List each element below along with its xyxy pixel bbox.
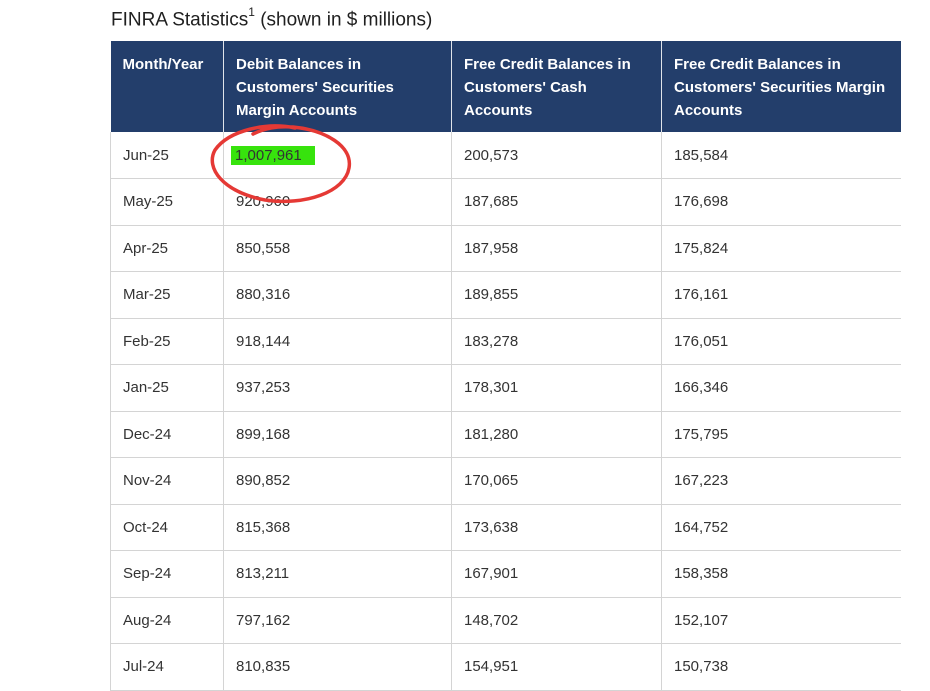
table-row: Dec-24 899,168 181,280 175,795 — [110, 411, 901, 458]
cell-credit-cash: 148,702 — [451, 597, 662, 644]
cell-debit: 937,253 — [223, 364, 452, 412]
cell-credit-cash: 200,573 — [451, 132, 662, 179]
title-suffix: (shown in $ millions) — [254, 9, 433, 31]
header-debit-balances-margin: Debit Balances in Customers' Securities … — [223, 41, 452, 132]
cell-credit-cash: 170,065 — [451, 457, 662, 505]
cell-month: Nov-24 — [110, 457, 224, 505]
cell-month: Apr-25 — [110, 225, 224, 272]
cell-credit-margin: 175,795 — [661, 411, 901, 458]
cell-credit-margin: 166,346 — [661, 364, 901, 412]
table-row: May-25 920,960 187,685 176,698 — [110, 178, 901, 226]
statistics-table-container: Month/Year Debit Balances in Customers' … — [110, 41, 901, 691]
cell-debit: 815,368 — [223, 504, 452, 551]
cell-credit-cash: 167,901 — [451, 550, 662, 598]
cell-month: Dec-24 — [110, 411, 224, 458]
cell-month: Jul-24 — [110, 643, 224, 691]
cell-month: Feb-25 — [110, 318, 224, 365]
cell-credit-cash: 189,855 — [451, 271, 662, 319]
cell-credit-margin: 176,161 — [661, 271, 901, 319]
cell-debit: 850,558 — [223, 225, 452, 272]
cell-debit: 899,168 — [223, 411, 452, 458]
cell-credit-margin: 176,698 — [661, 178, 901, 226]
title-text: FINRA Statistics — [111, 9, 249, 31]
table-row: Jan-25 937,253 178,301 166,346 — [110, 364, 901, 412]
table-row: Apr-25 850,558 187,958 175,824 — [110, 225, 901, 272]
cell-credit-margin: 152,107 — [661, 597, 901, 644]
cell-debit: 918,144 — [223, 318, 452, 365]
header-month-year: Month/Year — [110, 41, 224, 132]
cell-credit-cash: 173,638 — [451, 504, 662, 551]
cell-credit-margin: 175,824 — [661, 225, 901, 272]
table-row: Sep-24 813,211 167,901 158,358 — [110, 550, 901, 598]
cell-month: Sep-24 — [110, 550, 224, 598]
cell-credit-margin: 164,752 — [661, 504, 901, 551]
highlighted-value: 1,007,961 — [231, 145, 315, 165]
table-row: Jul-24 810,835 154,951 150,738 — [110, 643, 901, 691]
header-free-credit-cash: Free Credit Balances in Customers' Cash … — [451, 41, 662, 132]
cell-debit: 797,162 — [223, 597, 452, 644]
statistics-table: Month/Year Debit Balances in Customers' … — [110, 41, 901, 691]
cell-debit: 1,007,961 — [223, 132, 452, 179]
cell-debit: 813,211 — [223, 550, 452, 598]
cell-debit: 920,960 — [223, 178, 452, 226]
table-row: Aug-24 797,162 148,702 152,107 — [110, 597, 901, 644]
footnote-marker[interactable]: 1 — [248, 5, 255, 19]
table-row: Nov-24 890,852 170,065 167,223 — [110, 457, 901, 505]
cell-month: Aug-24 — [110, 597, 224, 644]
table-row: Oct-24 815,368 173,638 164,752 — [110, 504, 901, 551]
cell-debit: 810,835 — [223, 643, 452, 691]
cell-credit-margin: 185,584 — [661, 132, 901, 179]
cell-debit: 890,852 — [223, 457, 452, 505]
cell-credit-cash: 154,951 — [451, 643, 662, 691]
table-body: Jun-25 1,007,961 200,573 185,584 May-25 … — [110, 132, 901, 691]
cell-credit-margin: 167,223 — [661, 457, 901, 505]
cell-debit: 880,316 — [223, 271, 452, 319]
cell-credit-cash: 187,958 — [451, 225, 662, 272]
page-title: FINRA Statistics1 (shown in $ millions) — [111, 5, 433, 31]
header-free-credit-margin: Free Credit Balances in Customers' Secur… — [661, 41, 901, 132]
cell-credit-margin: 158,358 — [661, 550, 901, 598]
cell-credit-cash: 187,685 — [451, 178, 662, 226]
header-row: Month/Year Debit Balances in Customers' … — [110, 41, 901, 132]
cell-credit-margin: 150,738 — [661, 643, 901, 691]
cell-month: Jun-25 — [110, 132, 224, 179]
table-row: Mar-25 880,316 189,855 176,161 — [110, 271, 901, 319]
cell-credit-margin: 176,051 — [661, 318, 901, 365]
cell-month: Jan-25 — [110, 364, 224, 412]
table-header: Month/Year Debit Balances in Customers' … — [110, 41, 901, 132]
table-row: Feb-25 918,144 183,278 176,051 — [110, 318, 901, 365]
cell-credit-cash: 181,280 — [451, 411, 662, 458]
cell-month: Mar-25 — [110, 271, 224, 319]
table-row: Jun-25 1,007,961 200,573 185,584 — [110, 132, 901, 179]
cell-month: Oct-24 — [110, 504, 224, 551]
cell-month: May-25 — [110, 178, 224, 226]
cell-credit-cash: 178,301 — [451, 364, 662, 412]
cell-credit-cash: 183,278 — [451, 318, 662, 365]
